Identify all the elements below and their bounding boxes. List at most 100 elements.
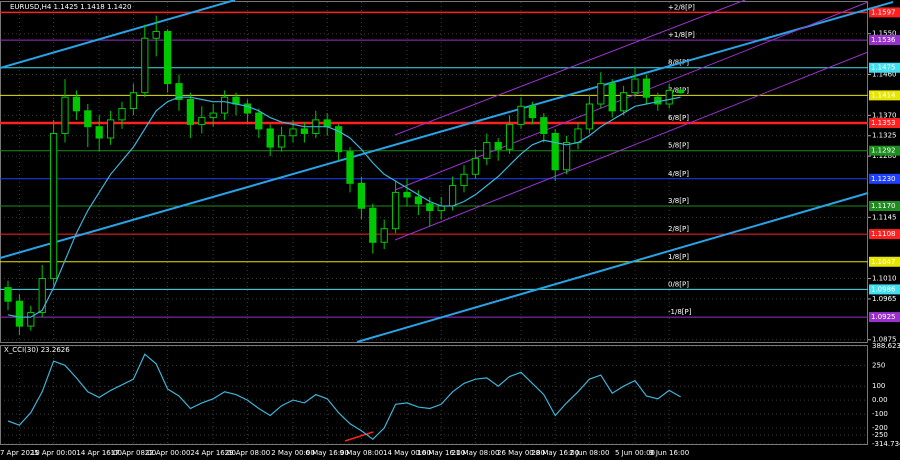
x-tick-label: 10 Apr 00:00 xyxy=(31,449,77,457)
candle-body xyxy=(494,142,502,150)
trend-line xyxy=(356,192,869,343)
candle-body xyxy=(118,108,126,121)
channel-line xyxy=(394,51,869,241)
level-price-box xyxy=(869,229,900,240)
level-price-label: 1.1292 xyxy=(871,147,896,155)
candle-body xyxy=(471,157,480,175)
candle-body xyxy=(654,96,662,105)
candle-body xyxy=(186,98,195,125)
candle-body xyxy=(380,228,388,243)
candle-body xyxy=(49,132,58,280)
candle-body xyxy=(608,83,616,112)
candle-body xyxy=(528,105,537,119)
candle-body xyxy=(198,117,206,125)
cci-tick-label: 0.00 xyxy=(872,396,888,404)
candle-body xyxy=(585,103,594,130)
level-label: 5/8[P] xyxy=(668,142,689,150)
candle-body xyxy=(562,142,571,171)
candle-body xyxy=(220,96,229,114)
x-tick-label: 24 Apr 16:00 xyxy=(190,449,236,457)
level-price-box xyxy=(869,312,900,323)
x-tick-label: 7 Apr 2025 xyxy=(0,449,39,457)
candle-body xyxy=(72,96,81,112)
candle-body xyxy=(631,78,639,94)
cci-tick-label: -100 xyxy=(872,410,888,418)
y-tick-label: 1.1280 xyxy=(872,152,897,160)
candle-body xyxy=(209,112,217,119)
candle-body xyxy=(163,30,172,85)
candle-body xyxy=(141,37,149,94)
plot-layer xyxy=(4,15,685,440)
candle-body xyxy=(38,278,46,314)
candle-body xyxy=(95,126,103,139)
cci-panel-border xyxy=(0,345,868,445)
candle-body xyxy=(334,126,343,153)
y-tick-label: 1.0875 xyxy=(872,336,897,344)
candle-body xyxy=(369,207,377,243)
y-tick-label: 1.1370 xyxy=(872,111,897,119)
candle-body xyxy=(277,135,286,148)
y-tick-label: 1.1550 xyxy=(872,30,897,38)
level-label: 6/8[P] xyxy=(668,114,689,122)
cci-tick-label: -250 xyxy=(872,431,888,439)
candle-body xyxy=(300,128,309,134)
candle-body xyxy=(460,173,468,187)
y-tick-label: 1.0965 xyxy=(872,295,897,303)
level-price-label: 1.0925 xyxy=(871,313,896,321)
divergence-line xyxy=(344,431,374,442)
cci-tick-label: -200 xyxy=(872,424,888,432)
moving-average-line xyxy=(7,96,681,318)
x-tick-label: 5 Jun 00:00 xyxy=(615,449,655,457)
trend-line xyxy=(0,1,894,259)
candle-body xyxy=(106,119,115,139)
candle-body xyxy=(289,128,297,137)
level-label: 1/8[P] xyxy=(668,253,689,261)
candle-body xyxy=(129,92,138,110)
cci-line xyxy=(7,353,681,440)
candle-body xyxy=(266,128,274,148)
murray-levels: +2/8[P]1.1597+1/8[P]1.15368/8[P]1.14757/… xyxy=(0,3,900,323)
candle-body xyxy=(4,287,12,302)
candle-body xyxy=(426,203,434,212)
x-tick-label: 16 May 16:00 xyxy=(417,449,465,457)
y-tick-label: 1.1325 xyxy=(872,132,897,140)
candle-body xyxy=(642,78,651,98)
candle-body xyxy=(540,117,548,134)
candle-body xyxy=(505,123,514,150)
level-label: +2/8[P] xyxy=(668,3,695,11)
level-price-label: 1.1108 xyxy=(871,230,896,238)
level-price-box xyxy=(869,35,900,46)
x-tick-label: 14 Apr 16:00 xyxy=(76,449,122,457)
cci-tick-label: 100 xyxy=(872,382,885,390)
level-price-box xyxy=(869,62,900,73)
cci-tick-label: 250 xyxy=(872,361,885,369)
x-tick-label: 28 May 16:00 xyxy=(531,449,579,457)
level-price-box xyxy=(869,145,900,156)
candle-body xyxy=(414,196,423,205)
candle-body xyxy=(61,96,69,134)
level-price-label: 1.1414 xyxy=(871,91,896,99)
channel-line xyxy=(394,0,746,136)
candle-body xyxy=(27,312,35,327)
candle-body xyxy=(437,205,445,212)
candle-body xyxy=(551,132,559,171)
level-label: +1/8[P] xyxy=(668,31,695,39)
candle-body xyxy=(391,191,400,230)
x-tick-label: 17 Apr 08:00 xyxy=(111,449,157,457)
level-price-label: 1.1536 xyxy=(871,36,896,44)
candle-body xyxy=(152,30,160,39)
indicator-title: X_CCI(30) 23.2626 xyxy=(4,346,70,354)
x-tick-label: 22 Apr 00:00 xyxy=(145,449,191,457)
trend-lines xyxy=(0,0,894,442)
level-label: 2/8[P] xyxy=(668,225,689,233)
level-label: 4/8[P] xyxy=(668,170,689,178)
candle-body xyxy=(243,103,252,114)
candle-body xyxy=(483,142,491,159)
x-tick-label: 21 May 08:00 xyxy=(451,449,499,457)
level-price-box xyxy=(869,256,900,267)
level-price-label: 1.0986 xyxy=(871,285,896,293)
level-price-box xyxy=(869,90,900,101)
x-tick-label: 9 May 08:00 xyxy=(340,449,384,457)
candle-body xyxy=(676,89,685,94)
